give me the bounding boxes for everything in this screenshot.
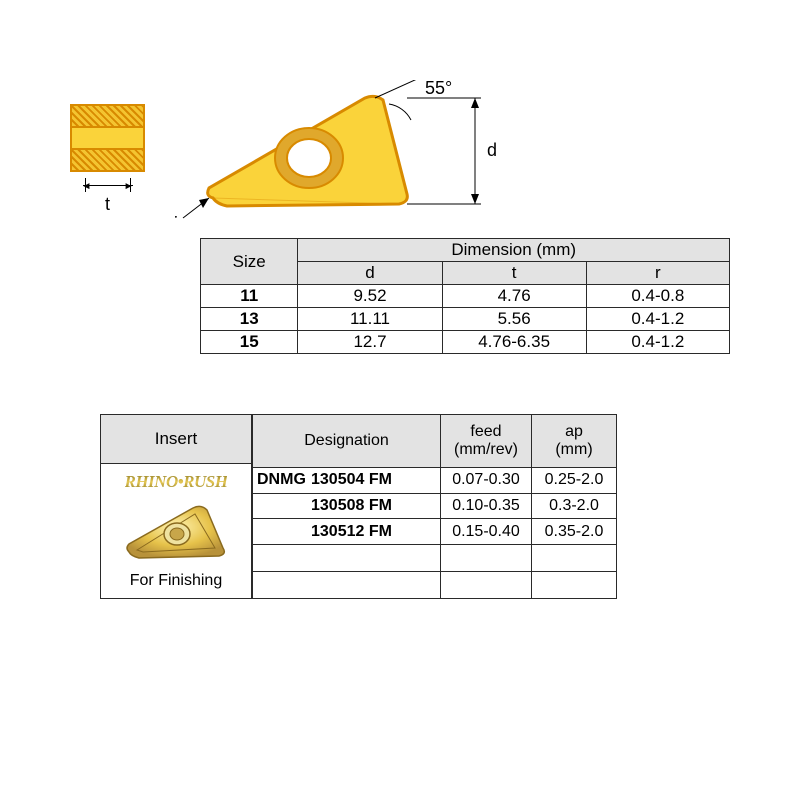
- table-row: 15 12.7 4.76-6.35 0.4-1.2: [201, 331, 730, 354]
- col-d: d: [298, 262, 442, 285]
- page-content: ◄► t 55°: [70, 80, 730, 599]
- table-row: [253, 545, 617, 572]
- table-row: 11 9.52 4.76 0.4-0.8: [201, 285, 730, 308]
- table-row: 13 11.11 5.56 0.4-1.2: [201, 308, 730, 331]
- table-row: DNMG130504 FM 0.07-0.30 0.25-2.0: [253, 468, 617, 494]
- col-r: r: [586, 262, 729, 285]
- designation-header: Designation: [253, 415, 441, 468]
- insert-top-svg: 55° d r: [175, 80, 515, 250]
- dimension-table: Size Dimension (mm) d t r 11 9.52 4.76 0…: [200, 238, 730, 354]
- diagram-row: ◄► t 55°: [70, 80, 730, 240]
- angle-label: 55°: [425, 80, 452, 98]
- table-row: [253, 572, 617, 599]
- insert-thumbnail: [121, 500, 231, 566]
- rhino-rush-logo: RHINO•RUSH: [125, 472, 228, 492]
- insert-header: Insert: [101, 415, 251, 464]
- t-dimension-label: t: [70, 194, 145, 215]
- insert-column: Insert RHINO•RUSH For: [100, 414, 252, 599]
- insert-table: Insert RHINO•RUSH For: [100, 414, 730, 599]
- side-view-diagram: ◄► t: [70, 104, 145, 215]
- finish-label: For Finishing: [105, 572, 247, 590]
- r-dimension-label: r: [175, 210, 177, 230]
- d-dimension-label: d: [487, 140, 497, 160]
- feed-header: feed (mm/rev): [441, 415, 532, 468]
- table-row: 130508 FM 0.10-0.35 0.3-2.0: [253, 493, 617, 519]
- prefix: DNMG: [257, 471, 311, 489]
- table-row: 130512 FM 0.15-0.40 0.35-2.0: [253, 519, 617, 545]
- ap-header: ap (mm): [532, 415, 617, 468]
- top-view-diagram: 55° d r: [175, 80, 435, 240]
- designation-grid: Designation feed (mm/rev) ap (mm) DNMG13…: [252, 414, 617, 599]
- col-t: t: [442, 262, 586, 285]
